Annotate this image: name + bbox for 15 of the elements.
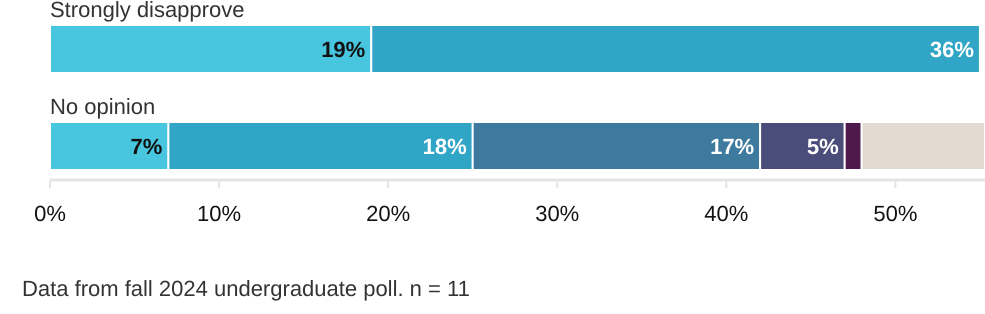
data-label: 17% <box>710 134 754 159</box>
data-label: 5% <box>806 134 839 159</box>
x-tick-label: 50% <box>873 201 918 226</box>
text: Data from fall 2024 undergraduate poll. n = 11 <box>22 276 470 301</box>
x-tick-label: 30% <box>535 201 580 226</box>
y-tick-label: No opinion <box>50 94 156 119</box>
x-tick-label: 10% <box>197 201 242 226</box>
data-label: 36% <box>930 37 974 62</box>
data-label: 7% <box>130 134 162 159</box>
x-tick-label: 20% <box>366 201 410 226</box>
data-label: 19% <box>321 37 366 62</box>
data-label: 18% <box>422 134 467 159</box>
x-tick-label: 0% <box>34 201 66 226</box>
y-tick-label: Strongly disapprove <box>50 0 244 22</box>
x-tick-label: 40% <box>704 201 748 226</box>
